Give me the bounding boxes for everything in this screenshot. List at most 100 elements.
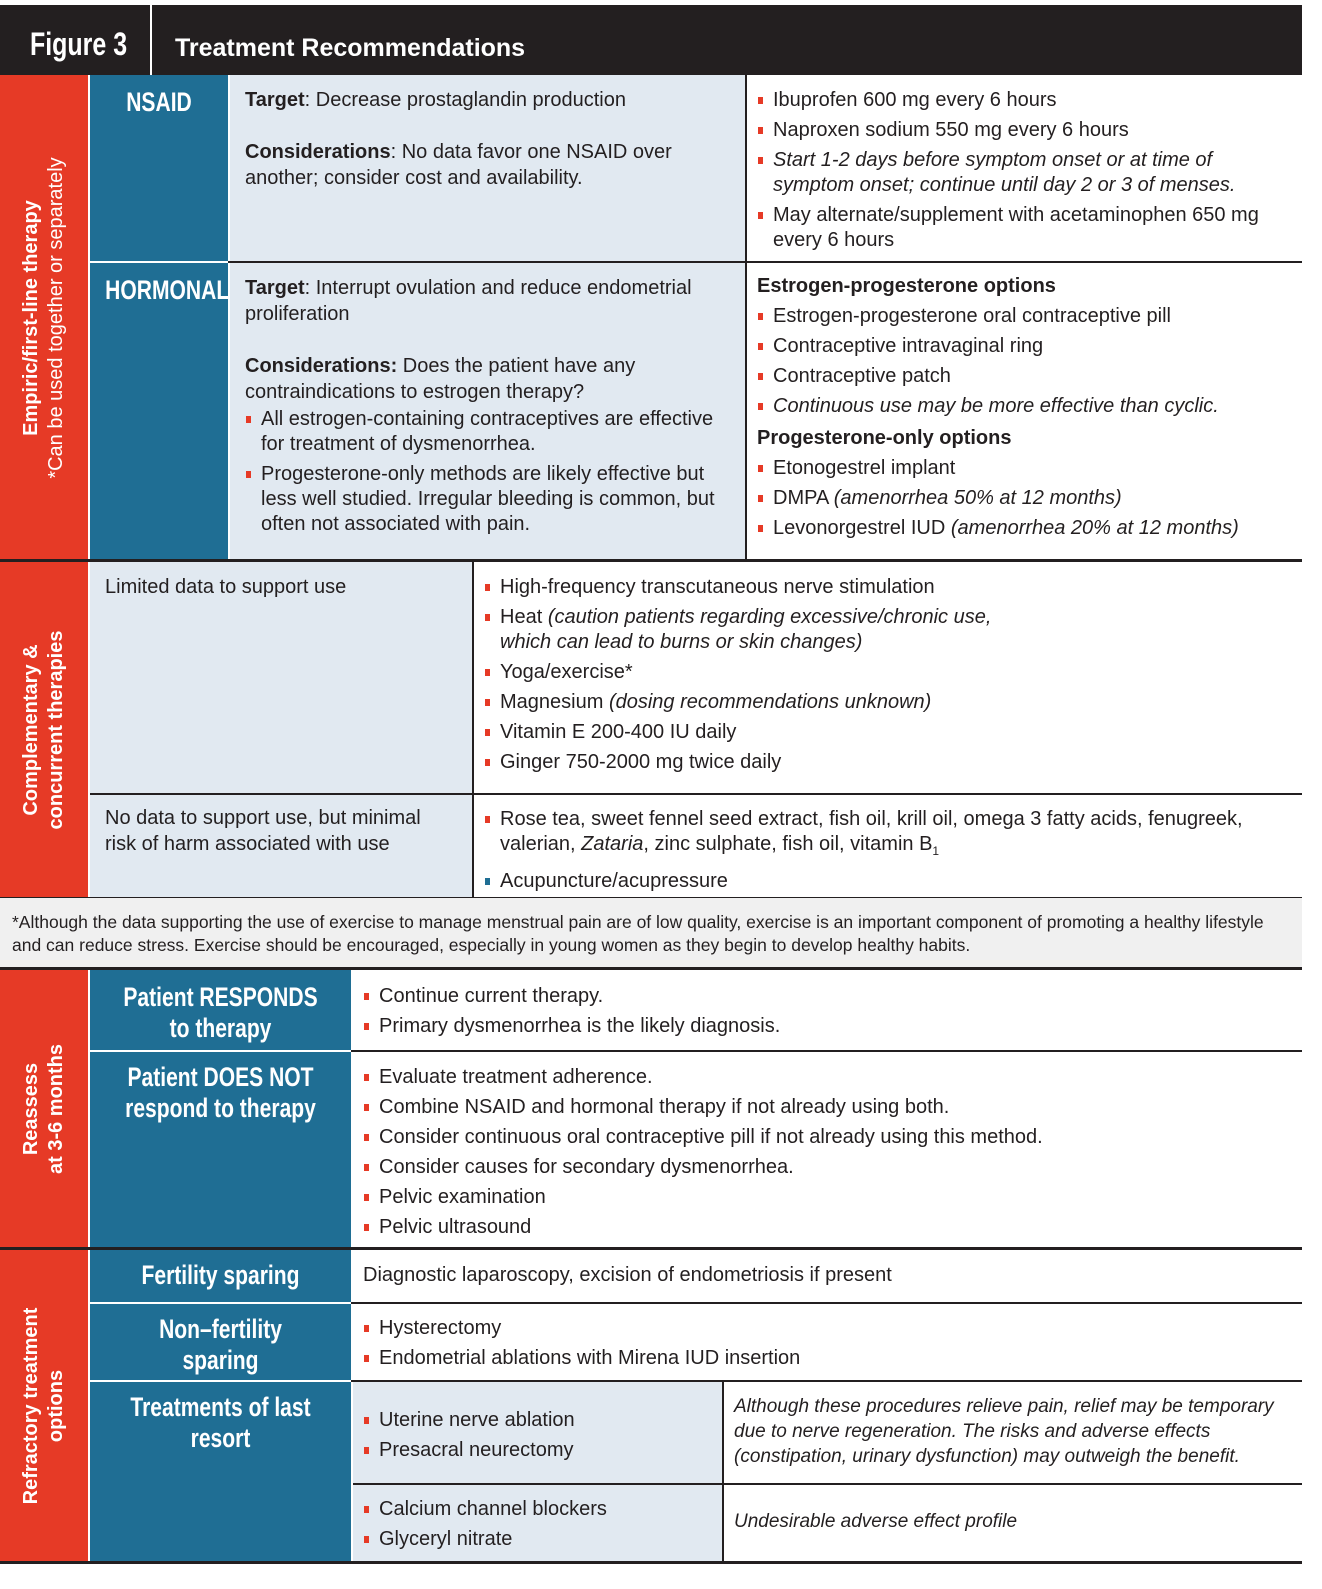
last-resort-heading: Treatments of last resort xyxy=(130,1392,311,1453)
list-item-text: 1 xyxy=(932,844,940,858)
refractory-label: Refractory treatment xyxy=(20,1307,42,1505)
figure-number: Figure 3 xyxy=(30,26,128,62)
fertility-options: Diagnostic laparoscopy, excision of endo… xyxy=(353,1250,1300,1302)
list-item-text: Pelvic examination xyxy=(379,1186,546,1208)
list-item: May alternate/supplement with acetaminop… xyxy=(757,203,1290,253)
list-item-text: Contraceptive intravaginal ring xyxy=(773,335,1044,357)
list-item-text: (dosing recommendations unknown) xyxy=(608,691,932,713)
list-item-text: Continue current therapy. xyxy=(379,985,604,1007)
list-item-text: Calcium channel blockers xyxy=(379,1498,607,1520)
last-resort-note-2: Undesirable adverse effect profile xyxy=(724,1485,1300,1562)
list-item-text: (caution patients regarding excessive/ch… xyxy=(500,606,992,653)
list-item-text: Progesterone-only methods are likely eff… xyxy=(261,463,715,535)
divider xyxy=(0,559,1302,562)
list-item: Continuous use may be more effective tha… xyxy=(757,394,1290,419)
list-item: Ginger 750-2000 mg twice daily xyxy=(484,750,1024,775)
considerations-list: All estrogen-containing contraceptives a… xyxy=(245,407,730,537)
figure-title: Treatment Recommendations xyxy=(175,34,526,62)
reassess-section-label: Reassess at 3-6 months xyxy=(0,970,88,1248)
list-item-text: Evaluate treatment adherence. xyxy=(379,1066,653,1088)
list-item-text: All estrogen-containing contraceptives a… xyxy=(261,408,714,455)
considerations-text: : No data favor one NSAID over another; … xyxy=(245,141,672,189)
considerations-label: Considerations: xyxy=(245,355,398,377)
list-item-text: Heat xyxy=(500,606,548,628)
list-item-text: Levonorgestrel IUD xyxy=(773,517,951,539)
list-item-text: Magnesium xyxy=(500,691,609,713)
list-item-text: Consider causes for secondary dysmenorrh… xyxy=(379,1156,794,1178)
nsaid-rationale: Target: Decrease prostaglandin productio… xyxy=(230,75,745,261)
list-item-text: Naproxen sodium 550 mg every 6 hours xyxy=(773,119,1129,141)
divider xyxy=(0,1561,1302,1564)
fertility-heading: Fertility sparing xyxy=(141,1260,300,1290)
limited-data-label: Limited data to support use xyxy=(105,576,347,598)
responds-list: Continue current therapy. Primary dysmeno… xyxy=(363,984,1290,1039)
list-item: Heat (caution patients regarding excessi… xyxy=(484,605,1024,655)
target-label: Target xyxy=(245,89,305,111)
limited-data-list: High-frequency transcutaneous nerve stim… xyxy=(484,575,1024,775)
last-resort-group2: Calcium channel blockers Glyceryl nitrate xyxy=(353,1485,722,1562)
divider xyxy=(472,562,474,898)
target-label: Target xyxy=(245,277,305,299)
list-item: DMPA (amenorrhea 50% at 12 months) xyxy=(757,486,1290,511)
list-item-text: Yoga/exercise* xyxy=(500,661,633,683)
nonfertility-options: Hysterectomy Endometrial ablations with M… xyxy=(353,1304,1300,1380)
list-item: Pelvic ultrasound xyxy=(363,1215,1290,1240)
list-item: Contraceptive patch xyxy=(757,364,1290,389)
no-data-label: No data to support use, but minimal risk… xyxy=(105,807,421,855)
complementary-section-label: Complementary & concurrent therapies xyxy=(0,562,88,898)
refractory-section-label: Refractory treatment options xyxy=(0,1250,88,1562)
list-item: High-frequency transcutaneous nerve stim… xyxy=(484,575,1024,600)
list-item: Combine NSAID and hormonal therapy if no… xyxy=(363,1095,1290,1120)
reassess-label: Reassess xyxy=(20,1062,42,1156)
list-item: Uterine nerve ablation xyxy=(363,1408,712,1433)
hormonal-heading-cell: HORMONAL xyxy=(90,263,229,560)
not-respond-list: Evaluate treatment adherence. Combine NSA… xyxy=(363,1065,1290,1240)
list-item-text: May alternate/supplement with acetaminop… xyxy=(773,204,1259,251)
nsaid-heading: NSAID xyxy=(126,87,192,117)
list-item: Primary dysmenorrhea is the likely diagn… xyxy=(363,1014,1290,1039)
nonfertility-heading: Non–fertility sparing xyxy=(159,1314,282,1375)
considerations-label: Considerations xyxy=(245,141,391,163)
fertility-text: Diagnostic laparoscopy, excision of endo… xyxy=(363,1264,892,1286)
empiric-label: Empiric/first-line therapy xyxy=(20,200,42,436)
estrogen-progesterone-list: Estrogen-progesterone oral contraceptive… xyxy=(757,304,1290,419)
divider xyxy=(353,1483,1302,1485)
fertility-heading-cell: Fertility sparing xyxy=(90,1250,351,1302)
list-item: Calcium channel blockers xyxy=(363,1497,712,1522)
list-item-text: Glyceryl nitrate xyxy=(379,1528,513,1550)
list-item-text: Consider continuous oral contraceptive p… xyxy=(379,1126,1043,1148)
heading-line: Patient RESPONDS xyxy=(123,982,318,1012)
list-item: Naproxen sodium 550 mg every 6 hours xyxy=(757,118,1290,143)
reassess-label-2: at 3-6 months xyxy=(45,1043,67,1175)
hormonal-options: Estrogen-progesterone options Estrogen-p… xyxy=(747,263,1300,560)
list-item: Evaluate treatment adherence. xyxy=(363,1065,1290,1090)
list-item: Presacral neurectomy xyxy=(363,1438,712,1463)
limited-data-options: High-frequency transcutaneous nerve stim… xyxy=(474,562,1300,793)
list-item-text: Vitamin E 200-400 IU daily xyxy=(500,721,737,743)
list-item: Magnesium (dosing recommendations unknow… xyxy=(484,690,1024,715)
list-item-text: Primary dysmenorrhea is the likely diagn… xyxy=(379,1015,781,1037)
hormonal-rationale: Target: Interrupt ovulation and reduce e… xyxy=(230,263,745,560)
list-item-text: (amenorrhea 20% at 12 months) xyxy=(950,517,1239,539)
list-item: All estrogen-containing contraceptives a… xyxy=(245,407,730,457)
nsaid-options: Ibuprofen 600 mg every 6 hours Naproxen s… xyxy=(747,75,1300,261)
divider xyxy=(745,75,747,560)
list-item: Yoga/exercise* xyxy=(484,660,1024,685)
target-text: : Interrupt ovulation and reduce endomet… xyxy=(245,277,692,325)
list-item-text: High-frequency transcutaneous nerve stim… xyxy=(500,576,935,598)
list-item-text: Zataria xyxy=(581,833,644,855)
last-resort-list-1: Uterine nerve ablation Presacral neurecto… xyxy=(363,1408,712,1463)
divider xyxy=(351,1050,1302,1052)
list-item: Acupuncture/acupressure xyxy=(484,869,1290,894)
no-data-cell: No data to support use, but minimal risk… xyxy=(90,795,472,898)
list-item-text: Pelvic ultrasound xyxy=(379,1216,532,1238)
header-divider xyxy=(150,5,152,75)
not-respond-actions: Evaluate treatment adherence. Combine NSA… xyxy=(353,1052,1300,1248)
footnote: *Although the data supporting the use of… xyxy=(0,898,1302,968)
responds-heading: Patient RESPONDS to therapy xyxy=(119,982,323,1044)
divider xyxy=(722,1382,724,1562)
list-item-text: Continuous use may be more effective tha… xyxy=(773,395,1219,417)
list-item-text: , zinc sulphate, fish oil, vitamin B xyxy=(643,833,933,855)
list-item-text: Acupuncture/acupressure xyxy=(500,870,728,892)
last-resort-list-2: Calcium channel blockers Glyceryl nitrate xyxy=(363,1497,712,1552)
